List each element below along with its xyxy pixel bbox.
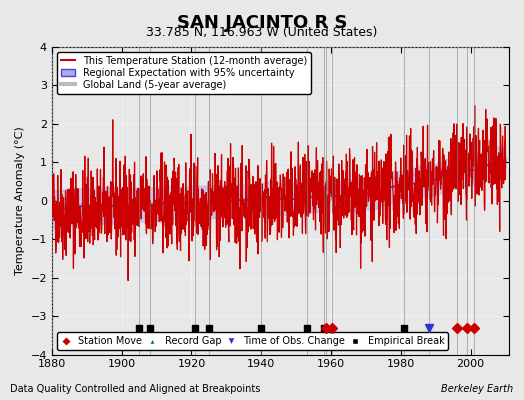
Text: Berkeley Earth: Berkeley Earth [441, 384, 514, 394]
Text: Data Quality Controlled and Aligned at Breakpoints: Data Quality Controlled and Aligned at B… [10, 384, 261, 394]
Y-axis label: Temperature Anomaly (°C): Temperature Anomaly (°C) [15, 126, 25, 275]
Text: SAN JACINTO R S: SAN JACINTO R S [177, 14, 347, 32]
Legend: Station Move, Record Gap, Time of Obs. Change, Empirical Break: Station Move, Record Gap, Time of Obs. C… [57, 332, 449, 350]
Text: 33.785 N, 116.963 W (United States): 33.785 N, 116.963 W (United States) [146, 26, 378, 39]
